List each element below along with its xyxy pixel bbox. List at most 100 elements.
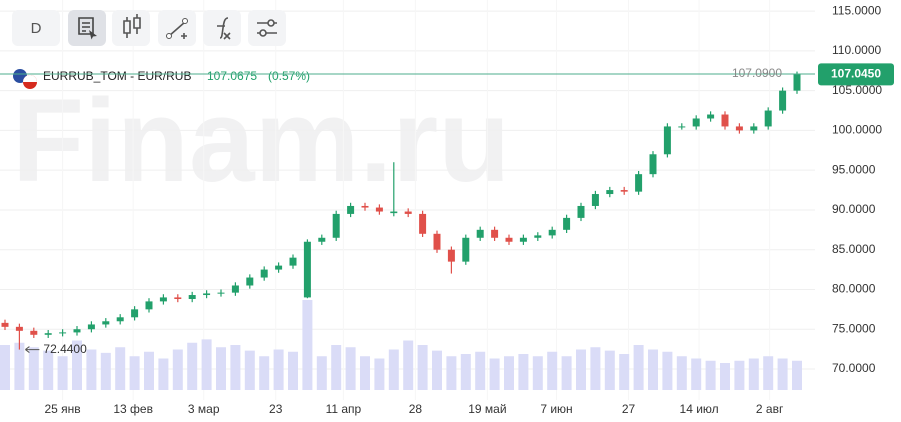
candle-body: [591, 194, 599, 206]
candle-body: [347, 205, 355, 214]
candle-body: [764, 110, 772, 127]
draw-icon: [168, 21, 187, 39]
candle-body: [332, 213, 340, 238]
candle-body: [404, 211, 412, 214]
candle-body: [390, 211, 398, 214]
interval-label: D: [31, 20, 42, 37]
volume-bar: [590, 347, 601, 390]
volume-bar: [792, 360, 802, 390]
volume-bar: [331, 345, 342, 390]
low-arrow: [25, 346, 40, 353]
tool-button[interactable]: [112, 10, 150, 46]
volume-bar: [273, 349, 284, 390]
candle-body: [577, 205, 585, 218]
settings-icon: [259, 29, 267, 37]
candle-body: [116, 317, 124, 322]
x-tick-label: 2 авг: [756, 402, 784, 416]
candle-body: [87, 324, 95, 330]
volume-bar: [0, 345, 10, 390]
candle-body: [145, 301, 153, 310]
low-label: 72.4400: [43, 342, 87, 356]
volume-bar: [288, 351, 298, 390]
candle-body: [620, 190, 628, 192]
volume-bar: [748, 358, 759, 390]
candle-body: [692, 118, 700, 127]
candle-body: [318, 237, 326, 242]
volume-bar: [633, 345, 644, 390]
y-tick-label: 85.0000: [832, 242, 876, 256]
candle-body: [275, 265, 283, 270]
y-tick-label: 95.0000: [832, 162, 876, 176]
volume-bar: [705, 360, 716, 390]
draw-icon: [182, 18, 188, 24]
volume-bar: [720, 363, 730, 390]
volume-bar: [230, 345, 241, 390]
legend: EURRUB_TOM - EUR/RUB 107.0675 (0.57%): [13, 69, 310, 89]
volume-bar: [158, 358, 169, 390]
volume-bar: [72, 340, 82, 390]
price-line-label: 107.0900: [732, 66, 782, 80]
tool-button[interactable]: [203, 10, 241, 46]
volume-bar: [201, 339, 212, 390]
candle-body: [462, 237, 470, 262]
candle-body: [476, 229, 484, 238]
candle-body: [505, 237, 513, 242]
y-tick-label: 80.0000: [832, 282, 876, 296]
candle-body: [548, 229, 556, 236]
volume-bar: [388, 349, 399, 390]
tool-button[interactable]: [68, 10, 106, 46]
candle-body: [519, 237, 527, 242]
volume-bar: [518, 354, 529, 390]
volume-bar: [316, 356, 327, 390]
volume-bar: [172, 349, 183, 390]
volume-bar: [561, 356, 572, 390]
volume-bar: [244, 350, 255, 390]
candle-body: [678, 126, 686, 128]
watermark: Finam.ru: [12, 75, 510, 207]
volume-bar: [676, 356, 687, 390]
candle-body: [433, 233, 441, 250]
candle-body: [779, 90, 787, 111]
plot: 107.0900 107.0450 72.4400: [0, 63, 894, 356]
volume-bar: [734, 360, 745, 390]
candle-body: [447, 249, 455, 262]
fx-icon: [217, 17, 231, 40]
legend-change: (0.57%): [268, 69, 310, 83]
candle-body: [188, 295, 196, 300]
volume-bar: [432, 350, 442, 390]
settings-icon: [267, 19, 275, 27]
tool-button[interactable]: [248, 10, 286, 46]
y-tick-label: 110.0000: [832, 43, 881, 57]
legend-symbol: EURRUB_TOM - EUR/RUB: [43, 69, 191, 83]
y-tick-label: 115.0000: [832, 3, 881, 17]
volume-bar: [216, 347, 226, 390]
volume-bar: [144, 351, 154, 390]
cursor-icon: [89, 30, 97, 40]
volume-bar: [86, 349, 97, 390]
legend-price: 107.0675: [207, 69, 257, 83]
candle-body: [73, 329, 81, 333]
candle-body: [1, 322, 9, 327]
candle-body: [159, 297, 167, 302]
candle-body: [174, 297, 182, 300]
last-price-badge: [818, 63, 894, 86]
candle-body: [30, 330, 38, 335]
candle-body: [534, 235, 542, 238]
flag-ru: [23, 75, 37, 82]
candle-body: [102, 321, 110, 325]
candle-body: [260, 269, 268, 278]
volume-bar: [504, 356, 514, 390]
candle-body: [491, 229, 499, 238]
volume-bar: [604, 350, 615, 390]
volume-bar: [129, 356, 140, 390]
candle-body: [44, 333, 52, 335]
interval-button[interactable]: [12, 10, 60, 46]
candle-icon: [123, 14, 141, 38]
volume-bar: [532, 356, 543, 390]
candle-body: [231, 285, 239, 293]
x-tick-label: 23: [269, 402, 283, 416]
grid-layer: 70.0000 75.0000 80.0000 85.0000 90.0000 95.00…: [0, 3, 883, 417]
candle-body: [203, 293, 211, 296]
